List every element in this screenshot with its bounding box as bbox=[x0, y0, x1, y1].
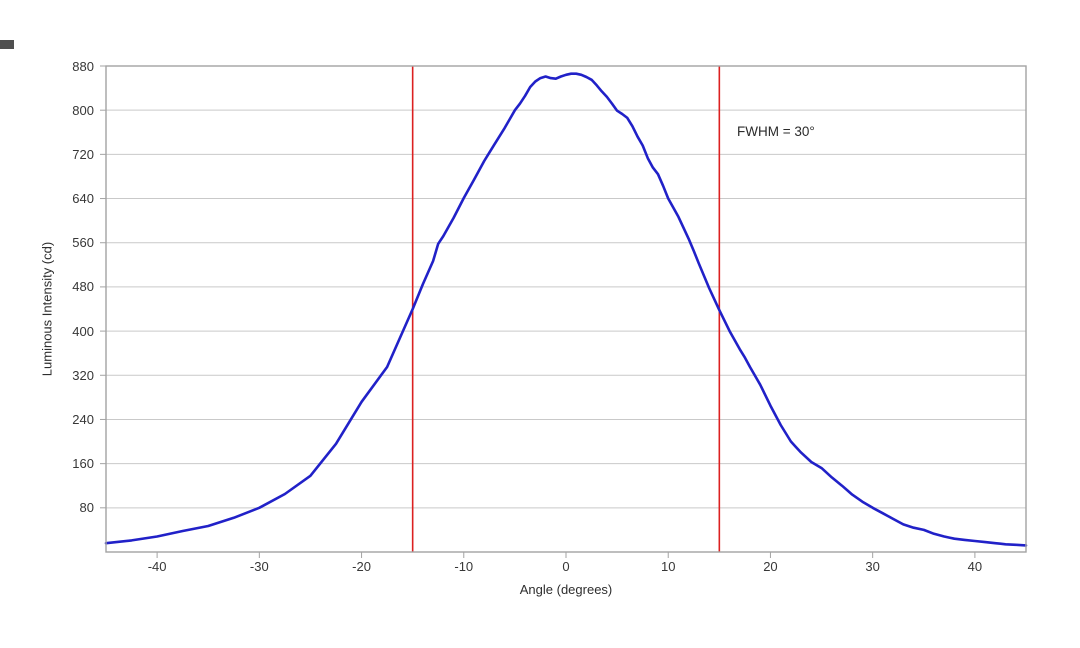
y-tick-label-320: 320 bbox=[72, 367, 94, 383]
x-tick-label--20: -20 bbox=[352, 559, 371, 574]
y-tick-label-800: 800 bbox=[72, 102, 94, 118]
y-tick-label-560: 560 bbox=[72, 235, 94, 251]
x-tick-label--30: -30 bbox=[249, 559, 269, 574]
y-tick-label-880: 880 bbox=[72, 58, 94, 74]
x-tick-label--10: -10 bbox=[454, 559, 474, 574]
x-tick-label-40: 40 bbox=[967, 559, 983, 574]
plot-frame bbox=[105, 65, 1027, 553]
y-tick-label-480: 480 bbox=[72, 279, 94, 295]
intensity-curve bbox=[104, 72, 1028, 547]
x-tick-label-0: 0 bbox=[562, 559, 570, 574]
fwhm-annotation: FWHM = 30° bbox=[737, 124, 815, 139]
y-tick-label-720: 720 bbox=[72, 146, 94, 162]
x-axis-title: Angle (degrees) bbox=[519, 582, 613, 597]
y-tick-label-240: 240 bbox=[72, 411, 94, 427]
x-tick-label-10: 10 bbox=[660, 559, 676, 574]
y-tick-label-80: 80 bbox=[79, 500, 94, 516]
x-tick-label-30: 30 bbox=[865, 559, 880, 574]
x-tick-label-20: 20 bbox=[763, 559, 778, 574]
y-axis-title: Luminous Intensity (cd) bbox=[39, 241, 55, 377]
y-tick-label-160: 160 bbox=[72, 456, 94, 472]
y-tick-label-640: 640 bbox=[72, 191, 94, 207]
y-tick-label-400: 400 bbox=[72, 323, 94, 339]
x-tick-label--40: -40 bbox=[147, 559, 167, 574]
screen-edge-artifact bbox=[0, 40, 14, 49]
